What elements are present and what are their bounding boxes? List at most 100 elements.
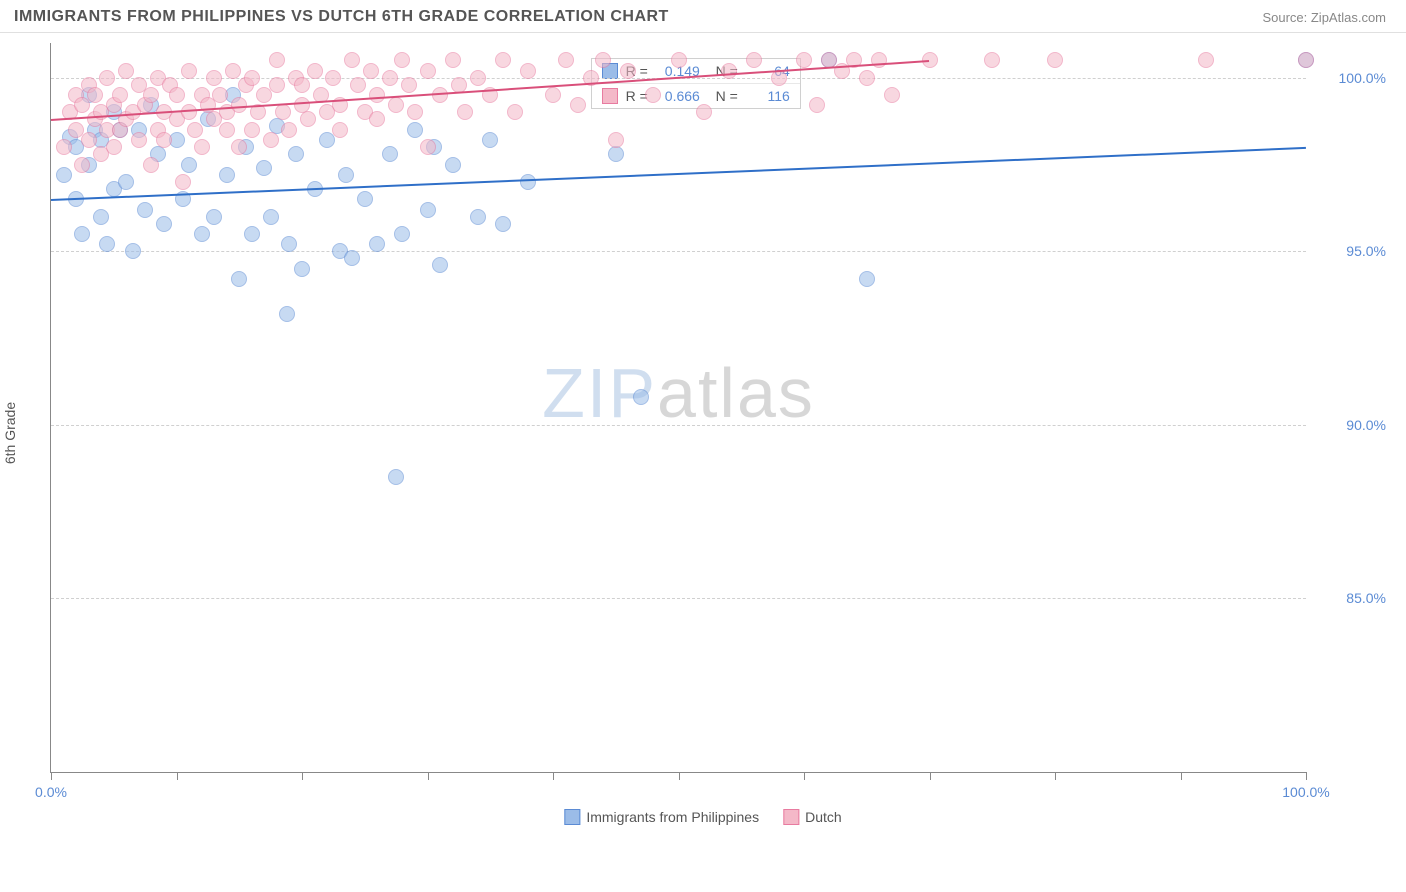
plot-area: ZIPatlas R =0.149 N =64R =0.666 N =116 8…	[50, 43, 1306, 773]
data-point-dutch	[420, 63, 436, 79]
y-tick-label: 100.0%	[1316, 70, 1386, 86]
data-point-philippines	[388, 469, 404, 485]
data-point-dutch	[300, 111, 316, 127]
data-point-philippines	[194, 226, 210, 242]
data-point-philippines	[281, 236, 297, 252]
data-point-dutch	[796, 52, 812, 68]
y-tick-label: 85.0%	[1316, 590, 1386, 606]
data-point-philippines	[394, 226, 410, 242]
data-point-dutch	[984, 52, 1000, 68]
data-point-dutch	[457, 104, 473, 120]
data-point-philippines	[279, 306, 295, 322]
data-point-philippines	[93, 209, 109, 225]
data-point-dutch	[620, 63, 636, 79]
data-point-philippines	[520, 174, 536, 190]
source-attribution: Source: ZipAtlas.com	[1262, 10, 1386, 25]
data-point-philippines	[382, 146, 398, 162]
data-point-dutch	[169, 87, 185, 103]
legend-item: Immigrants from Philippines	[564, 809, 759, 825]
data-point-philippines	[74, 226, 90, 242]
data-point-philippines	[288, 146, 304, 162]
data-point-dutch	[269, 52, 285, 68]
data-point-dutch	[871, 52, 887, 68]
data-point-dutch	[859, 70, 875, 86]
data-point-dutch	[671, 52, 687, 68]
data-point-philippines	[357, 191, 373, 207]
data-point-philippines	[482, 132, 498, 148]
data-point-dutch	[74, 157, 90, 173]
trend-line-philippines	[51, 147, 1306, 201]
data-point-dutch	[344, 52, 360, 68]
x-tick	[804, 772, 805, 780]
stats-swatch	[602, 88, 618, 104]
data-point-dutch	[382, 70, 398, 86]
data-point-dutch	[595, 52, 611, 68]
data-point-philippines	[344, 250, 360, 266]
data-point-dutch	[225, 63, 241, 79]
x-tick	[51, 772, 52, 780]
data-point-philippines	[495, 216, 511, 232]
data-point-dutch	[394, 52, 410, 68]
data-point-philippines	[125, 243, 141, 259]
data-point-dutch	[1198, 52, 1214, 68]
data-point-philippines	[859, 271, 875, 287]
data-point-dutch	[332, 122, 348, 138]
stats-row-dutch: R =0.666 N =116	[592, 83, 800, 108]
gridline	[51, 251, 1306, 252]
data-point-dutch	[275, 104, 291, 120]
data-point-dutch	[507, 104, 523, 120]
data-point-philippines	[432, 257, 448, 273]
data-point-dutch	[294, 77, 310, 93]
data-point-dutch	[56, 139, 72, 155]
x-tick	[428, 772, 429, 780]
gridline	[51, 425, 1306, 426]
data-point-dutch	[420, 139, 436, 155]
data-point-dutch	[369, 111, 385, 127]
data-point-dutch	[721, 63, 737, 79]
data-point-dutch	[407, 104, 423, 120]
data-point-dutch	[696, 104, 712, 120]
data-point-dutch	[99, 70, 115, 86]
data-point-philippines	[206, 209, 222, 225]
data-point-philippines	[445, 157, 461, 173]
data-point-dutch	[181, 104, 197, 120]
data-point-dutch	[495, 52, 511, 68]
data-point-philippines	[633, 389, 649, 405]
stat-n-value: 116	[746, 88, 790, 104]
data-point-dutch	[363, 63, 379, 79]
chart-header: IMMIGRANTS FROM PHILIPPINES VS DUTCH 6TH…	[0, 0, 1406, 33]
data-point-dutch	[1298, 52, 1314, 68]
legend-label: Dutch	[805, 809, 842, 825]
data-point-dutch	[645, 87, 661, 103]
data-point-philippines	[338, 167, 354, 183]
data-point-philippines	[294, 261, 310, 277]
x-tick	[1181, 772, 1182, 780]
data-point-philippines	[181, 157, 197, 173]
chart-title: IMMIGRANTS FROM PHILIPPINES VS DUTCH 6TH…	[14, 8, 669, 26]
data-point-philippines	[470, 209, 486, 225]
x-tick	[930, 772, 931, 780]
stat-n-label: N =	[708, 88, 738, 104]
chart-wrapper: 6th Grade ZIPatlas R =0.149 N =64R =0.66…	[0, 33, 1406, 833]
data-point-dutch	[219, 122, 235, 138]
data-point-dutch	[445, 52, 461, 68]
data-point-dutch	[206, 70, 222, 86]
data-point-dutch	[388, 97, 404, 113]
data-point-philippines	[231, 271, 247, 287]
data-point-dutch	[570, 97, 586, 113]
data-point-dutch	[87, 87, 103, 103]
data-point-dutch	[325, 70, 341, 86]
legend-label: Immigrants from Philippines	[586, 809, 759, 825]
data-point-dutch	[307, 63, 323, 79]
x-tick	[679, 772, 680, 780]
legend-item: Dutch	[783, 809, 842, 825]
data-point-dutch	[269, 77, 285, 93]
data-point-dutch	[608, 132, 624, 148]
data-point-dutch	[143, 87, 159, 103]
legend-swatch	[564, 809, 580, 825]
data-point-dutch	[809, 97, 825, 113]
data-point-philippines	[256, 160, 272, 176]
gridline	[51, 598, 1306, 599]
x-tick-label: 100.0%	[1282, 784, 1329, 800]
data-point-dutch	[263, 132, 279, 148]
